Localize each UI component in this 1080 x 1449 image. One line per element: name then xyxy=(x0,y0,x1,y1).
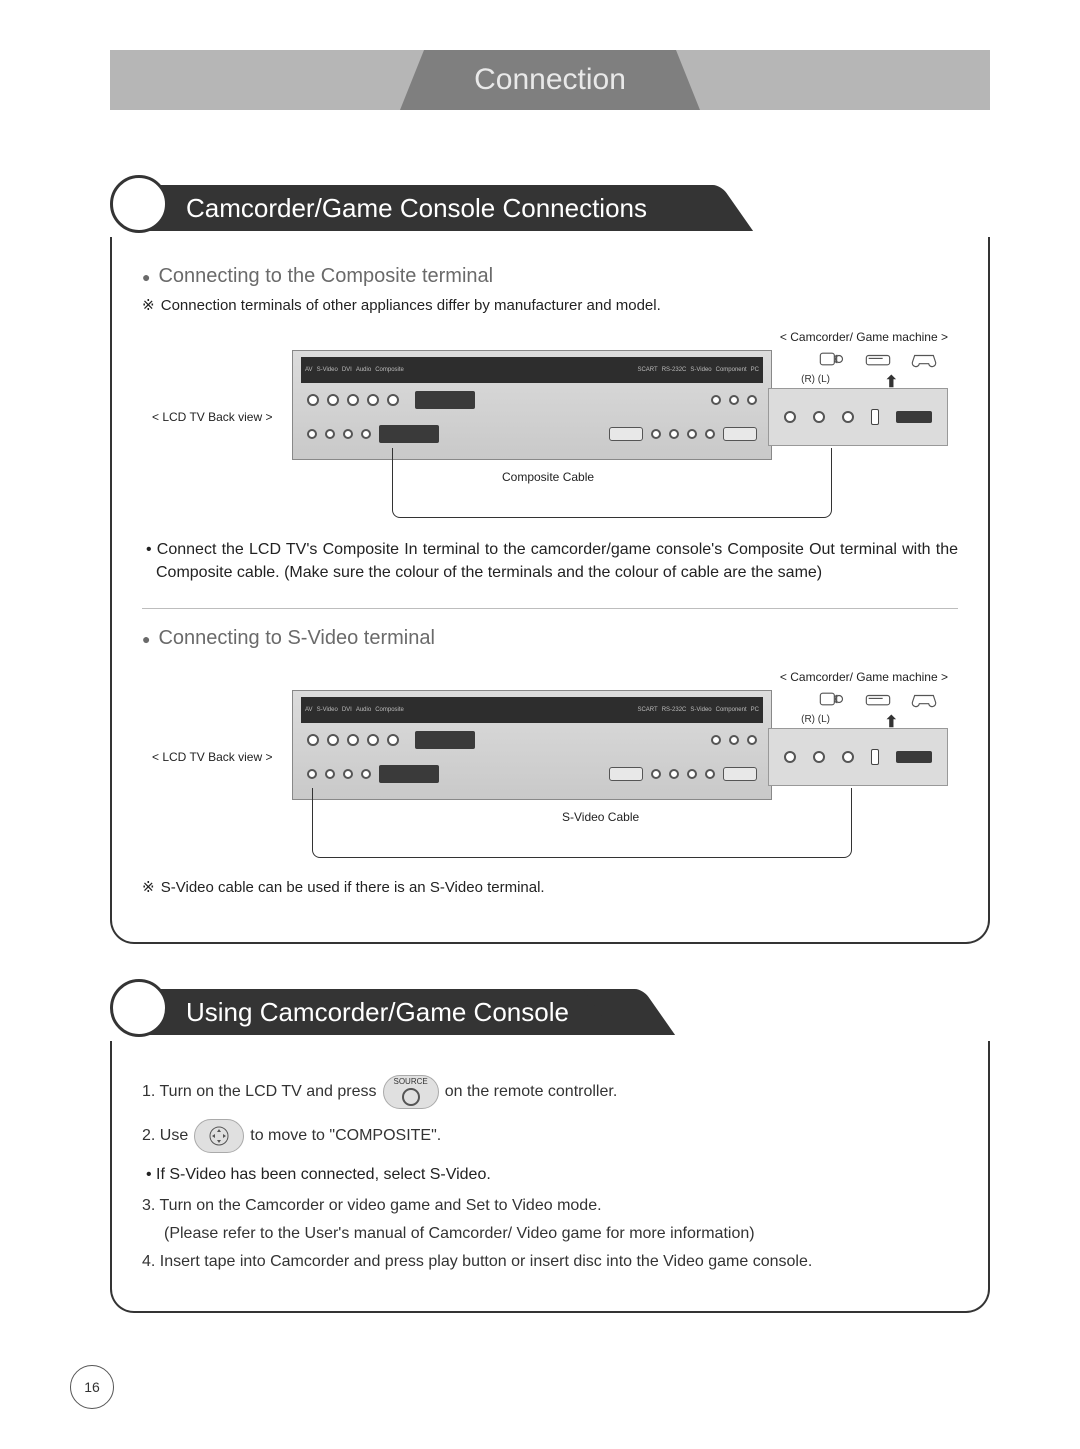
dpad-icon xyxy=(208,1125,230,1147)
camcorder-icon xyxy=(818,348,846,370)
step-subtext: (Please refer to the User's manual of Ca… xyxy=(164,1225,958,1243)
console-icon xyxy=(864,688,892,710)
step-line: 1. Turn on the LCD TV and press SOURCE o… xyxy=(142,1075,958,1109)
step-line: 3. Turn on the Camcorder or video game a… xyxy=(142,1197,958,1215)
composite-diagram: < LCD TV Back view > < Camcorder/ Game m… xyxy=(142,330,958,520)
subsection-divider xyxy=(142,608,958,609)
tv-back-panel: AVS-VideoDVIAudioComposite SCARTRS-232CS… xyxy=(292,690,772,800)
section-bullet-circle xyxy=(110,175,168,233)
cable-route xyxy=(392,448,832,518)
device-connector-panel xyxy=(768,388,948,446)
tv-port-row-2 xyxy=(301,417,763,451)
subsection-heading: Connecting to S-Video terminal xyxy=(142,627,958,650)
controller-icon xyxy=(910,348,938,370)
device-connector-panel xyxy=(768,728,948,786)
cable-label: S-Video Cable xyxy=(562,810,639,824)
step-text: 2. Use xyxy=(142,1127,188,1145)
lcd-back-label: < LCD TV Back view > xyxy=(152,750,273,764)
button-label: SOURCE xyxy=(394,1078,428,1086)
camcorder-icon xyxy=(818,688,846,710)
lcd-back-label: < LCD TV Back view > xyxy=(152,410,273,424)
tv-label-strip: AVS-VideoDVIAudioComposite SCARTRS-232CS… xyxy=(301,357,763,383)
rl-audio-label: (R) (L) xyxy=(801,714,830,725)
cable-label: Composite Cable xyxy=(502,470,594,484)
remote-source-button: SOURCE xyxy=(383,1075,439,1109)
chapter-tab: Connection xyxy=(400,50,700,110)
section-content-box: Connecting to the Composite terminal Con… xyxy=(110,237,990,944)
step-text: on the remote controller. xyxy=(445,1083,618,1101)
chapter-header-bar: Connection xyxy=(110,50,990,110)
section-header: Camcorder/Game Console Connections xyxy=(110,180,990,230)
rl-audio-label: (R) (L) xyxy=(801,374,830,385)
tv-port-row-2 xyxy=(301,757,763,791)
step-text: to move to "COMPOSITE". xyxy=(250,1127,441,1145)
circle-icon xyxy=(402,1088,420,1106)
tv-port-row-1 xyxy=(301,723,763,757)
note-text: Connection terminals of other appliances… xyxy=(142,296,958,314)
console-icon xyxy=(864,348,892,370)
section-bullet-circle xyxy=(110,979,168,1037)
device-icons xyxy=(818,348,938,370)
instruction-bullet: If S-Video has been connected, select S-… xyxy=(142,1163,958,1186)
svideo-diagram: < LCD TV Back view > < Camcorder/ Game m… xyxy=(142,670,958,860)
step-line: 2. Use to move to "COMPOSITE". xyxy=(142,1119,958,1153)
step-text: 3. Turn on the Camcorder or video game a… xyxy=(142,1197,602,1215)
section-content-box: 1. Turn on the LCD TV and press SOURCE o… xyxy=(110,1041,990,1312)
tv-port-row-1 xyxy=(301,383,763,417)
section-header: Using Camcorder/Game Console xyxy=(110,984,990,1034)
tv-back-panel: AVS-VideoDVIAudioComposite SCARTRS-232CS… xyxy=(292,350,772,460)
step-text: 1. Turn on the LCD TV and press xyxy=(142,1083,377,1101)
note-text: S-Video cable can be used if there is an… xyxy=(142,878,958,896)
step-text: 4. Insert tape into Camcorder and press … xyxy=(142,1253,812,1271)
device-icons xyxy=(818,688,938,710)
step-line: 4. Insert tape into Camcorder and press … xyxy=(142,1253,958,1271)
section-title: Camcorder/Game Console Connections xyxy=(136,185,707,231)
remote-nav-button xyxy=(194,1119,244,1153)
devices-label: < Camcorder/ Game machine > xyxy=(780,330,948,344)
instruction-bullet: Connect the LCD TV's Composite In termin… xyxy=(142,538,958,584)
subsection-heading: Connecting to the Composite terminal xyxy=(142,265,958,288)
manual-page: Connection Camcorder/Game Console Connec… xyxy=(0,0,1080,1449)
controller-icon xyxy=(910,688,938,710)
devices-label: < Camcorder/ Game machine > xyxy=(780,670,948,684)
tv-label-strip: AVS-VideoDVIAudioComposite SCARTRS-232CS… xyxy=(301,697,763,723)
page-number: 16 xyxy=(70,1365,114,1409)
section-title: Using Camcorder/Game Console xyxy=(136,989,629,1035)
